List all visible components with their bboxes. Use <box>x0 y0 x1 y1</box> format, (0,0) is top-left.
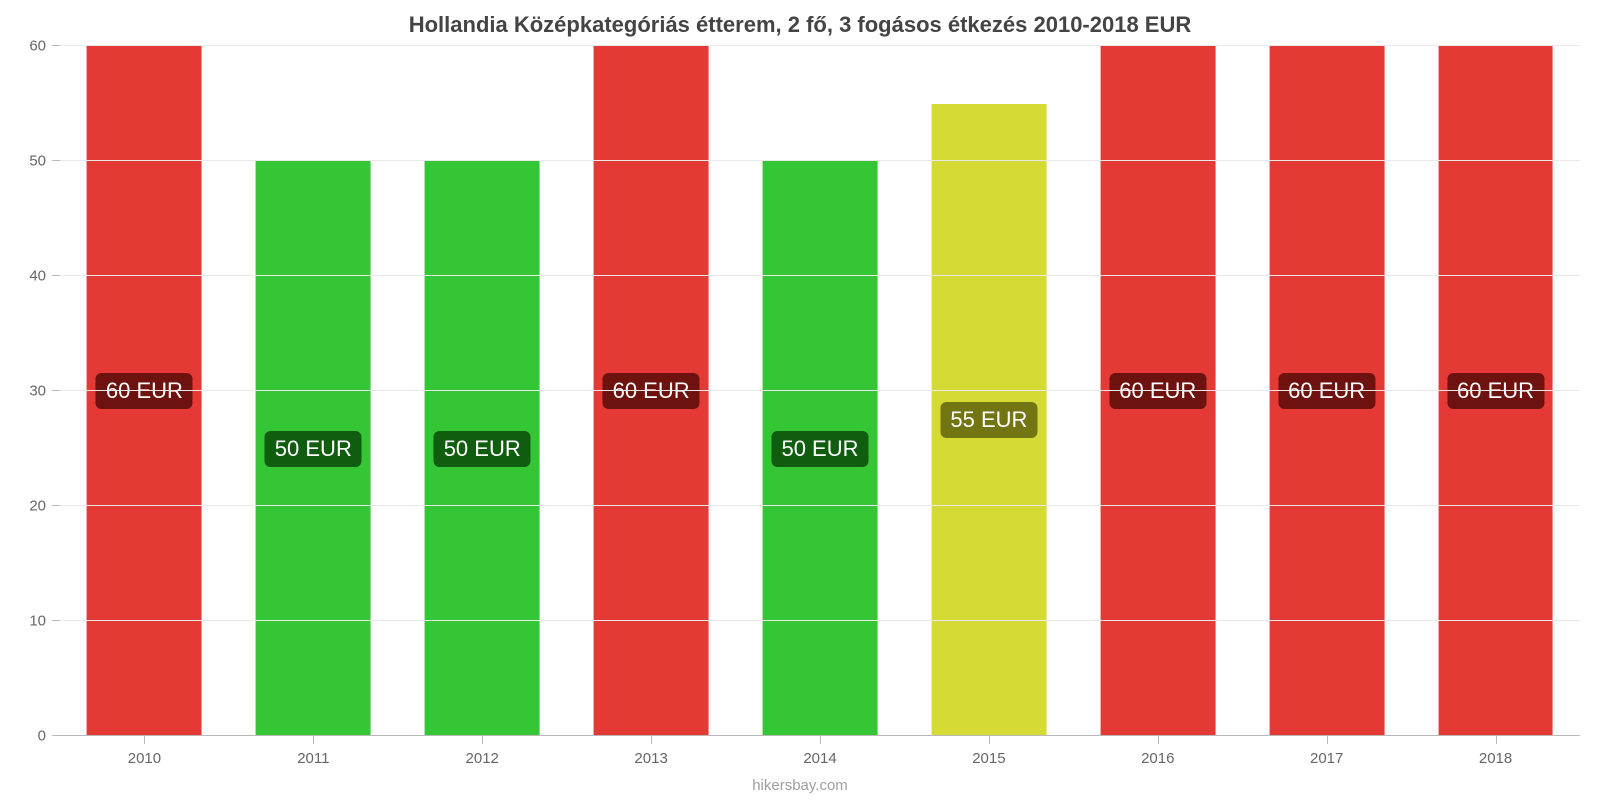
xtick-label: 2017 <box>1310 750 1343 767</box>
value-badge: 50 EUR <box>771 431 868 467</box>
ytick-mark <box>52 45 60 46</box>
xtick-label: 2014 <box>803 750 836 767</box>
gridline <box>60 390 1580 391</box>
xtick-mark <box>820 736 821 744</box>
xtick-mark <box>144 736 145 744</box>
attribution-text: hikersbay.com <box>0 777 1600 794</box>
gridline <box>60 275 1580 276</box>
ytick-mark <box>52 505 60 506</box>
value-badge: 60 EUR <box>1447 373 1544 409</box>
ytick-mark <box>52 160 60 161</box>
ytick-label: 10 <box>29 613 46 630</box>
gridline <box>60 505 1580 506</box>
value-badge: 60 EUR <box>603 373 700 409</box>
xtick-label: 2012 <box>466 750 499 767</box>
ytick-label: 60 <box>29 38 46 55</box>
value-badge: 60 EUR <box>96 373 193 409</box>
ytick-label: 0 <box>38 728 46 745</box>
xtick-label: 2016 <box>1141 750 1174 767</box>
bar-slot: 60 EUR2010 <box>60 46 229 736</box>
gridline <box>60 620 1580 621</box>
bar-slot: 55 EUR2015 <box>904 46 1073 736</box>
ytick-label: 40 <box>29 268 46 285</box>
bar-slot: 60 EUR2017 <box>1242 46 1411 736</box>
bar-slot: 50 EUR2014 <box>736 46 905 736</box>
xtick-mark <box>989 736 990 744</box>
xtick-label: 2015 <box>972 750 1005 767</box>
bars-container: 60 EUR201050 EUR201150 EUR201260 EUR2013… <box>60 46 1580 736</box>
value-badge: 50 EUR <box>265 431 362 467</box>
xtick-label: 2010 <box>128 750 161 767</box>
ytick-mark <box>52 275 60 276</box>
xtick-label: 2013 <box>634 750 667 767</box>
ytick-label: 50 <box>29 153 46 170</box>
value-badge: 60 EUR <box>1278 373 1375 409</box>
bar-chart: Hollandia Középkategóriás étterem, 2 fő,… <box>0 0 1600 800</box>
xtick-mark <box>482 736 483 744</box>
gridline <box>60 45 1580 46</box>
bar-slot: 50 EUR2012 <box>398 46 567 736</box>
ytick-label: 20 <box>29 498 46 515</box>
ytick-mark <box>52 735 60 736</box>
bar-slot: 60 EUR2013 <box>567 46 736 736</box>
value-badge: 60 EUR <box>1109 373 1206 409</box>
bar-slot: 50 EUR2011 <box>229 46 398 736</box>
plot-area: 60 EUR201050 EUR201150 EUR201260 EUR2013… <box>60 46 1580 736</box>
xtick-label: 2011 <box>297 750 329 767</box>
xtick-mark <box>1158 736 1159 744</box>
value-badge: 55 EUR <box>940 402 1037 438</box>
bar-slot: 60 EUR2018 <box>1411 46 1580 736</box>
gridline <box>60 160 1580 161</box>
x-axis-line <box>52 735 1580 736</box>
xtick-mark <box>651 736 652 744</box>
xtick-label: 2018 <box>1479 750 1512 767</box>
chart-title: Hollandia Középkategóriás étterem, 2 fő,… <box>0 12 1600 38</box>
ytick-mark <box>52 390 60 391</box>
ytick-mark <box>52 620 60 621</box>
value-badge: 50 EUR <box>434 431 531 467</box>
xtick-mark <box>313 736 314 744</box>
xtick-mark <box>1496 736 1497 744</box>
ytick-label: 30 <box>29 383 46 400</box>
xtick-mark <box>1327 736 1328 744</box>
bar-slot: 60 EUR2016 <box>1073 46 1242 736</box>
